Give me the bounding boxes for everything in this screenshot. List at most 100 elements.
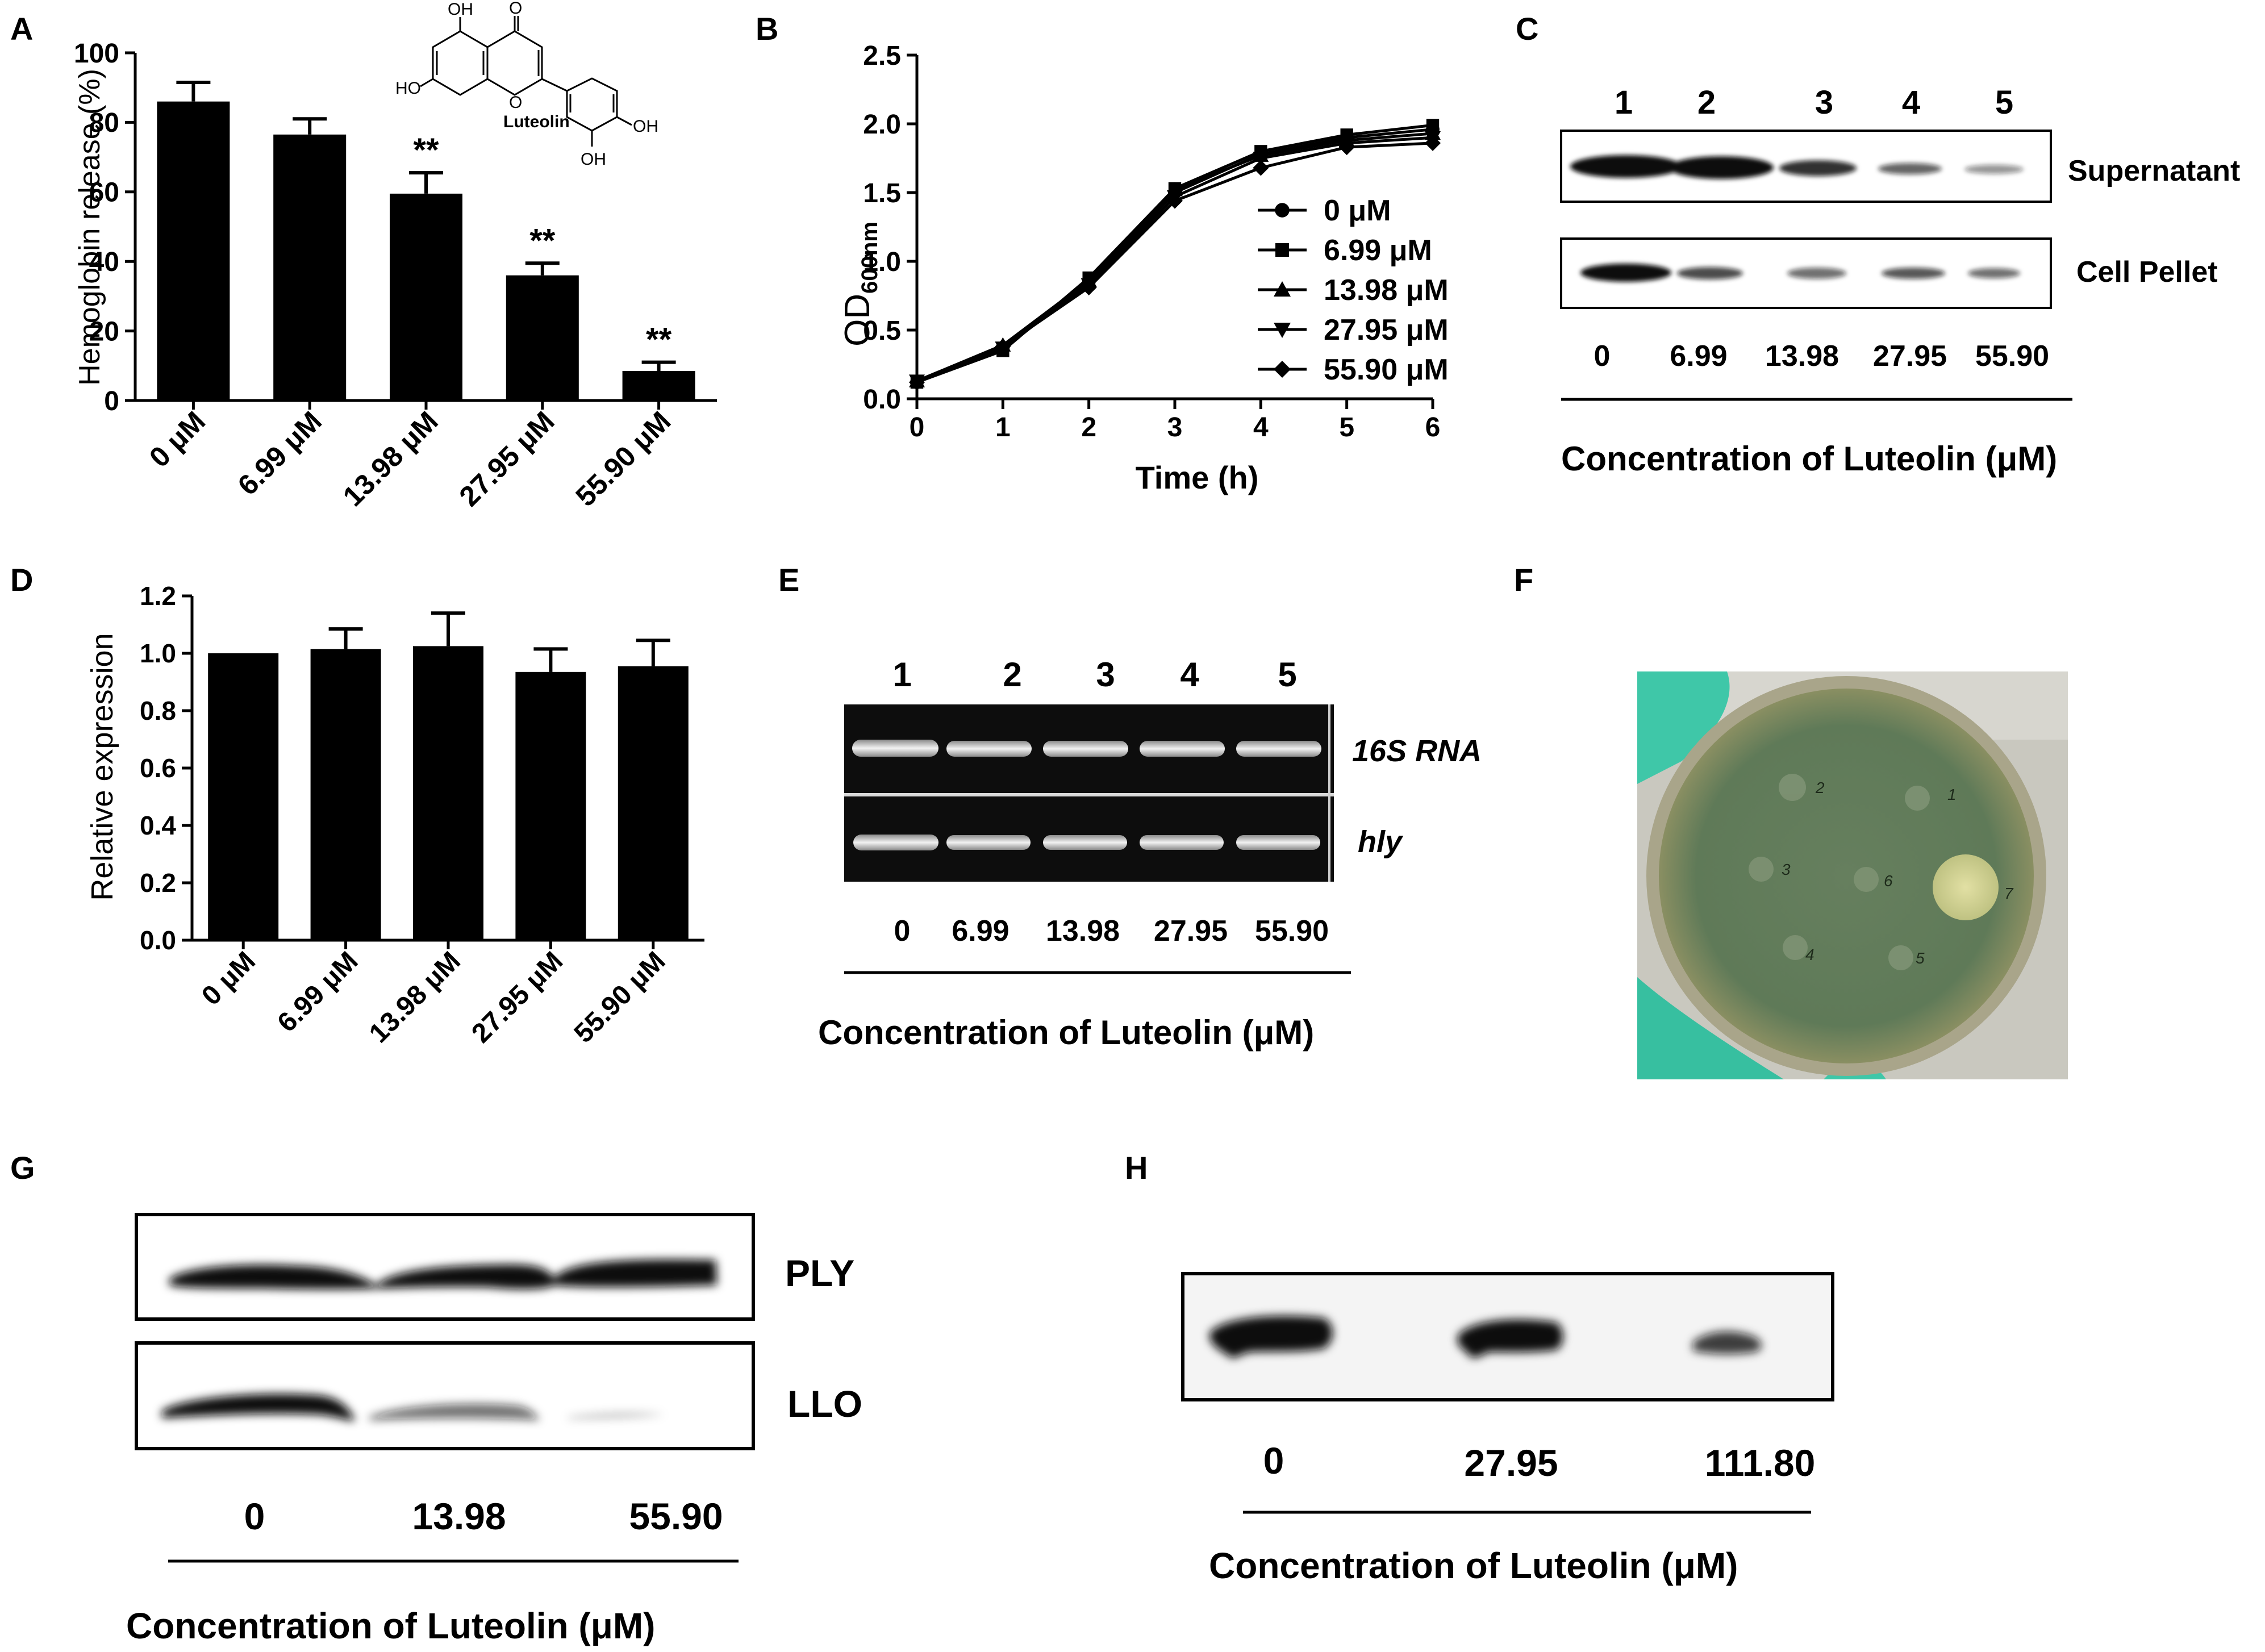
x-tick-label: 27.95 μM bbox=[453, 405, 561, 512]
data-point bbox=[1338, 139, 1355, 156]
chart-b-ylabel-main: OD bbox=[838, 294, 877, 347]
hemolysis-zone bbox=[1933, 854, 1999, 920]
x-tick-label: 5 bbox=[1339, 412, 1354, 443]
concentration-label: 13.98 bbox=[1046, 915, 1120, 948]
chart-a: 0 20 40 60 80 100 0 μM 6.99 μM ** 13.98 μM ** 27.95… bbox=[74, 39, 717, 512]
plate-well bbox=[1783, 935, 1808, 960]
panel-letter-h: H bbox=[1125, 1150, 1148, 1186]
ply-bands bbox=[169, 1259, 717, 1290]
concentration-label: 0 bbox=[894, 915, 911, 948]
well-label: 3 bbox=[1782, 861, 1791, 878]
panel-g-caption: Concentration of Luteolin (μM) bbox=[126, 1605, 655, 1646]
bar bbox=[310, 649, 381, 940]
panel-b: 0.0 0.5 1.0 1.5 2.0 2.5 0 1 2 3 4 5 6 0 μM 6.99 μM 13.9… bbox=[838, 41, 1449, 495]
panel-g-concentrations: 0 13.98 55.90 bbox=[244, 1495, 723, 1537]
legend-label: 55.90 μM bbox=[1324, 353, 1449, 386]
cell-pellet-label: Cell Pellet bbox=[2076, 256, 2218, 289]
luteolin-structure-icon bbox=[420, 16, 632, 147]
y-tick-label: 0.4 bbox=[140, 811, 176, 840]
blot-band bbox=[1779, 160, 1857, 176]
structure-oh-top: OH bbox=[448, 0, 473, 19]
structure-o-top: O bbox=[509, 0, 522, 18]
lane-number: 2 bbox=[1003, 656, 1021, 694]
legend-label: 27.95 μM bbox=[1324, 314, 1449, 347]
significance-marker: ** bbox=[413, 132, 439, 169]
blot-band bbox=[1669, 156, 1774, 179]
panel-letter-a: A bbox=[10, 11, 33, 47]
panel-letter-g: G bbox=[10, 1150, 35, 1186]
y-tick-label: 0.8 bbox=[140, 696, 176, 725]
data-point bbox=[1275, 203, 1290, 218]
panel-c: 1 2 3 4 5 Supernatant Cell Pellet 0 6.99 bbox=[1560, 84, 2240, 478]
lane-number: 2 bbox=[1697, 84, 1716, 121]
y-tick-label: 1.0 bbox=[863, 247, 901, 277]
panel-e: 1 2 3 4 5 16S RNA hly 0 6.99 13.98 bbox=[818, 656, 1482, 1052]
panel-letter-d: D bbox=[10, 562, 33, 598]
gel-band bbox=[1236, 835, 1320, 850]
llo-blot-frame bbox=[135, 1341, 755, 1450]
y-tick-label: 0.6 bbox=[140, 753, 176, 783]
legend-label: 13.98 μM bbox=[1324, 274, 1449, 307]
gel-bands-16s bbox=[852, 740, 1321, 757]
data-point bbox=[1081, 279, 1097, 295]
gel-band bbox=[1043, 741, 1128, 757]
y-tick-label: 60 bbox=[89, 178, 119, 208]
bar bbox=[208, 653, 279, 940]
gel-bands-hly bbox=[853, 835, 1320, 850]
structure-oh-right: OH bbox=[633, 117, 658, 136]
concentration-label: 27.95 bbox=[1873, 340, 1947, 373]
legend-marker bbox=[1275, 243, 1289, 257]
y-tick-label: 0.2 bbox=[140, 868, 176, 898]
bar bbox=[515, 671, 586, 940]
supernatant-bands bbox=[1570, 155, 2024, 179]
blot-band bbox=[1787, 268, 1846, 279]
gel-band bbox=[946, 835, 1031, 850]
y-tick-label: 0.0 bbox=[863, 385, 901, 415]
x-tick-label: 4 bbox=[1253, 412, 1269, 443]
y-tick-label: 100 bbox=[74, 39, 119, 69]
chart-b-ylabel-sub: 600nm bbox=[857, 222, 882, 294]
panel-h-concentrations: 0 27.95 111.80 bbox=[1263, 1440, 1816, 1484]
data-point bbox=[1274, 323, 1291, 338]
bar bbox=[618, 666, 689, 940]
supernatant-label: Supernatant bbox=[2068, 155, 2240, 187]
lane-number: 1 bbox=[1615, 84, 1633, 121]
gel-band bbox=[852, 740, 938, 757]
panel-e-caption: Concentration of Luteolin (μM) bbox=[818, 1013, 1314, 1052]
y-tick-label: 1.5 bbox=[863, 178, 901, 208]
x-tick-label: 55.90 μM bbox=[569, 405, 677, 512]
lane-number: 4 bbox=[1180, 656, 1199, 694]
panel-d: 0.0 0.2 0.4 0.6 0.8 1.0 1.2 0 μM 6.99 μM 13.98 μM… bbox=[85, 581, 704, 1049]
x-tick-label: 6.99 μM bbox=[232, 405, 328, 501]
bar bbox=[157, 101, 230, 401]
lane-number: 1 bbox=[892, 656, 911, 694]
blot-band bbox=[1209, 1316, 1333, 1358]
concentration-label: 55.90 bbox=[1255, 915, 1329, 948]
well-label: 1 bbox=[1947, 786, 1957, 803]
blot-band bbox=[1882, 268, 1945, 279]
blot-band bbox=[1677, 267, 1743, 279]
panel-c-lane-numbers: 1 2 3 4 5 bbox=[1615, 84, 2013, 121]
concentration-label: 13.98 bbox=[1765, 340, 1839, 373]
significance-marker: ** bbox=[529, 222, 556, 259]
y-tick-label: 2.5 bbox=[863, 41, 901, 71]
chart-d-ylabel: Relative expression bbox=[85, 633, 119, 900]
data-point bbox=[1275, 243, 1289, 257]
concentration-label: 55.90 bbox=[1975, 340, 2049, 373]
concentration-label: 111.80 bbox=[1705, 1442, 1816, 1484]
plate-well bbox=[1749, 857, 1774, 882]
gel-band bbox=[1140, 835, 1224, 850]
blot-band bbox=[1878, 163, 1942, 174]
y-tick-label: 20 bbox=[89, 316, 119, 347]
structure-o-ring: O bbox=[509, 93, 522, 112]
data-point bbox=[1274, 281, 1291, 297]
structure-name-label: Luteolin bbox=[503, 112, 570, 131]
bar bbox=[390, 193, 462, 401]
data-point bbox=[1274, 361, 1291, 378]
x-tick-label: 27.95 μM bbox=[466, 946, 569, 1049]
structure-oh-bottom: OH bbox=[581, 150, 606, 169]
panel-h: 0 27.95 111.80 Concentration of Luteolin… bbox=[1181, 1272, 1834, 1586]
chart-b-ylabel: OD600nm bbox=[838, 222, 882, 347]
x-tick-label: 0 μM bbox=[143, 405, 211, 473]
